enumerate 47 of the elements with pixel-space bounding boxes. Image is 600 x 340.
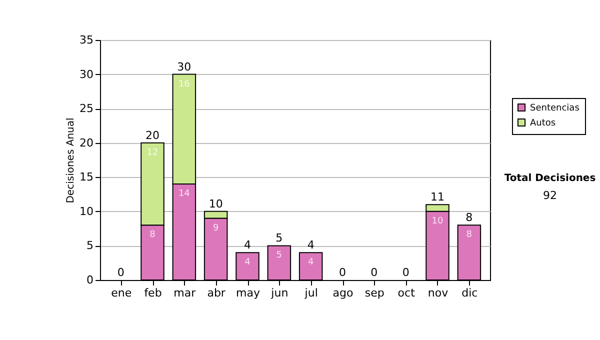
- data-label: 4: [244, 258, 251, 268]
- y-tick-label: 10: [80, 204, 94, 218]
- data-label: 8: [150, 230, 156, 240]
- x-tick-label: ago: [332, 286, 354, 300]
- total-label: 8: [466, 211, 473, 224]
- x-tick-label: oct: [398, 286, 416, 300]
- total-label: 0: [402, 266, 410, 279]
- legend-label: Sentencias: [530, 104, 580, 114]
- total-label: 20: [146, 128, 160, 142]
- data-label: 4: [308, 258, 314, 268]
- text: Total Decisiones: [504, 173, 596, 184]
- total-label: 0: [339, 266, 346, 279]
- data-label: 16: [178, 79, 190, 90]
- y-tick-label: 15: [80, 170, 94, 184]
- y-tick-label: 5: [86, 239, 94, 252]
- x-tick-label: mar: [174, 286, 196, 300]
- total-label: 5: [276, 232, 283, 245]
- data-label: 9: [212, 223, 219, 234]
- data-label: 10: [432, 216, 444, 226]
- data-label: 14: [178, 189, 190, 199]
- total-label: 4: [244, 238, 251, 252]
- text: 92: [543, 189, 557, 202]
- y-tick-label: 35: [80, 34, 94, 46]
- x-tick-label: jul: [304, 286, 318, 300]
- y-tick-label: 30: [80, 68, 94, 81]
- y-tick-label: 20: [80, 136, 94, 150]
- total-label: 11: [430, 190, 444, 204]
- y-tick-label: 0: [86, 274, 94, 286]
- total-label: 4: [307, 238, 314, 252]
- y-tick-label: 25: [80, 102, 94, 116]
- total-label: 0: [370, 266, 378, 279]
- x-tick-label: dic: [462, 286, 478, 300]
- y-axis-title: Decisiones Anual: [66, 118, 77, 204]
- total-label: 0: [117, 266, 124, 279]
- x-tick-label: nov: [428, 286, 449, 300]
- x-tick-label: jun: [270, 286, 288, 300]
- total-label: 30: [177, 60, 192, 74]
- x-tick-label: abr: [207, 286, 226, 300]
- x-tick-label: may: [236, 286, 260, 300]
- total-label: 10: [208, 197, 223, 210]
- legend-label: Autos: [530, 118, 556, 128]
- data-label: 5: [276, 250, 282, 261]
- x-tick-label: sep: [364, 286, 384, 300]
- data-label: 12: [146, 148, 158, 158]
- data-label: 8: [466, 230, 472, 240]
- x-tick-label: ene: [111, 286, 132, 300]
- x-tick-label: feb: [144, 286, 162, 300]
